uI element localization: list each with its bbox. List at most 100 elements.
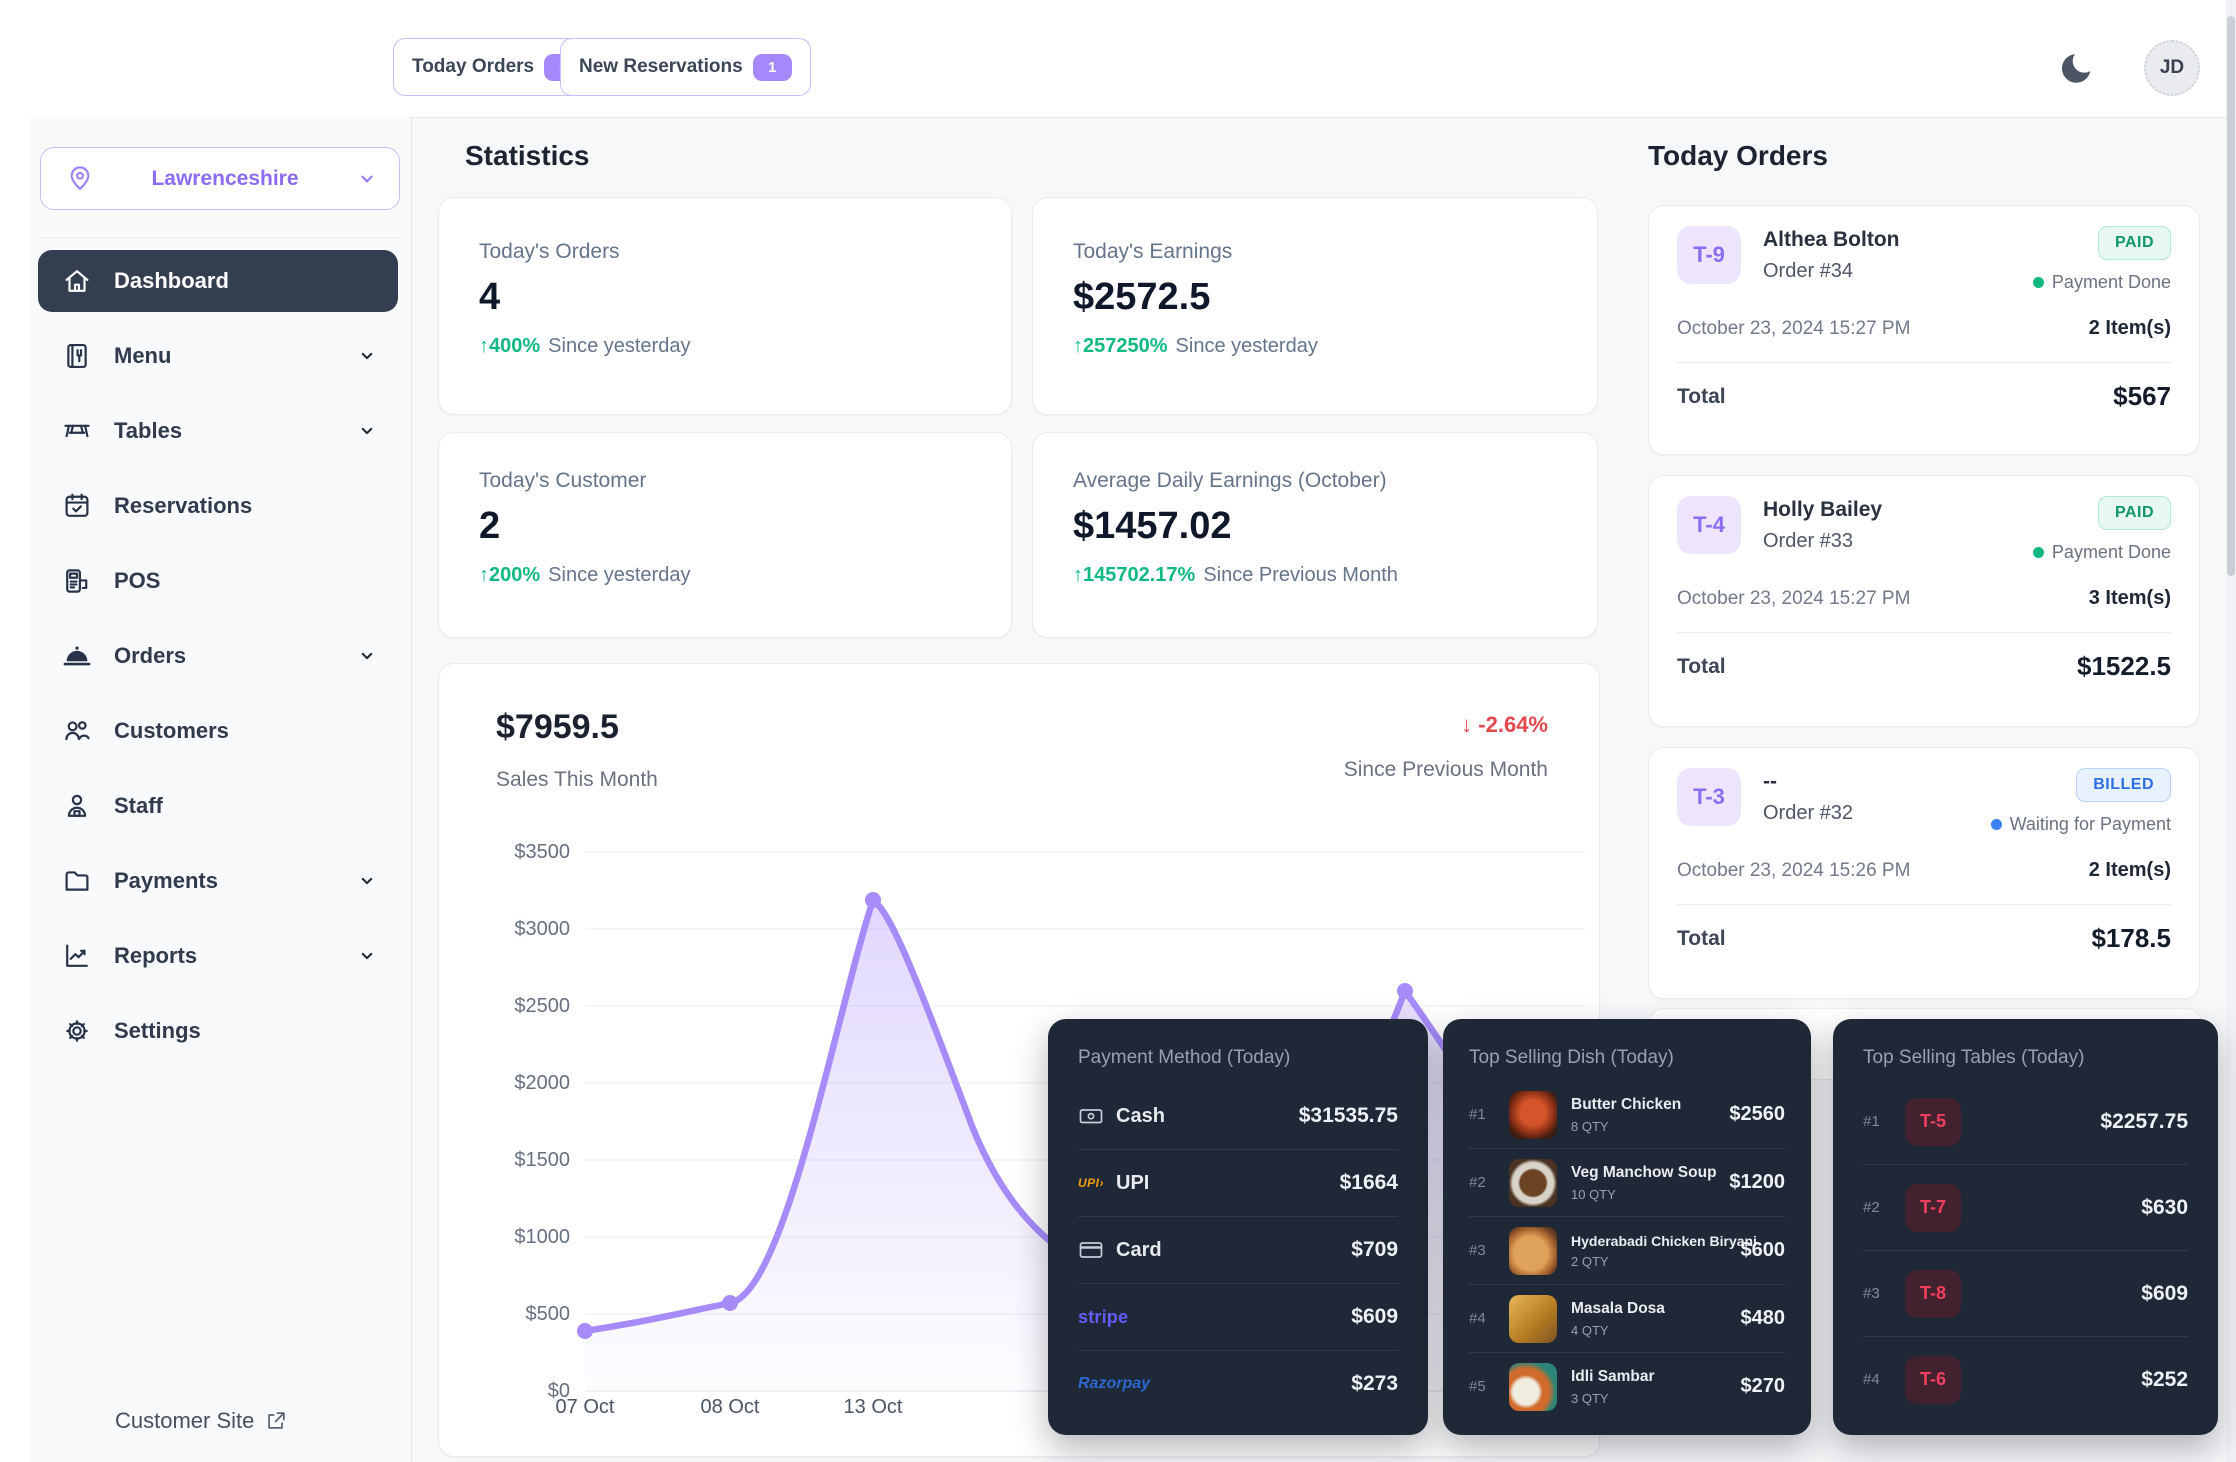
- sidebar-item-customers[interactable]: Customers: [38, 700, 398, 762]
- dish-rank: #2: [1469, 1174, 1486, 1191]
- dish-image: [1509, 1294, 1557, 1343]
- sidebar-item-reports[interactable]: Reports: [38, 925, 398, 987]
- status-badge: PAID: [2097, 226, 2171, 260]
- customer-name: Althea Bolton: [1763, 228, 1900, 251]
- total-label: Total: [1677, 654, 1726, 678]
- sidebar-item-pos[interactable]: POS: [38, 550, 398, 612]
- payment-row: stripe $609: [1078, 1283, 1398, 1350]
- table-chip: T-3: [1677, 768, 1741, 826]
- stat-value: $2572.5: [1073, 276, 1211, 318]
- new-reservations-button[interactable]: New Reservations 1: [560, 38, 811, 96]
- sidebar-item-settings[interactable]: Settings: [38, 1000, 398, 1062]
- location-selector[interactable]: Lawrenceshire: [40, 147, 400, 210]
- dark-mode-toggle[interactable]: [2058, 48, 2098, 88]
- customer-site-label: Customer Site: [115, 1408, 255, 1433]
- chevron-down-icon: [361, 427, 373, 435]
- sales-data-points: [577, 892, 1413, 1339]
- table-chip: T-8: [1905, 1269, 1961, 1318]
- sidebar-item-staff[interactable]: Staff: [38, 775, 398, 837]
- dish-qty: 10 QTY: [1571, 1186, 1616, 1202]
- table-chip: T-9: [1677, 226, 1741, 284]
- payment-amount: $273: [1351, 1372, 1398, 1395]
- dish-amount: $270: [1740, 1375, 1786, 1397]
- table-row: #4 T-6 $252: [1863, 1336, 2188, 1422]
- customer-site-link[interactable]: Customer Site: [115, 1408, 288, 1434]
- y-axis-tick: $2000: [514, 1072, 570, 1094]
- order-card[interactable]: T-4 Holly Bailey Order #33 PAID Payment …: [1648, 475, 2200, 727]
- stat-label: Today's Orders: [479, 240, 620, 263]
- dish-panel-title: Top Selling Dish (Today): [1469, 1047, 1674, 1068]
- dish-rank: #4: [1469, 1310, 1486, 1327]
- razorpay-logo: Razorpay: [1078, 1375, 1151, 1392]
- today-orders-heading: Today Orders: [1648, 140, 1828, 171]
- payment-status: Payment Done: [2032, 272, 2171, 293]
- table-row: #1 T-5 $2257.75: [1863, 1079, 2188, 1164]
- order-datetime: October 23, 2024 15:27 PM: [1677, 317, 1911, 339]
- dish-amount: $1200: [1729, 1171, 1785, 1193]
- payment-panel-title: Payment Method (Today): [1078, 1047, 1291, 1068]
- sales-subtitle: Sales This Month: [496, 768, 658, 791]
- dish-image: [1509, 1158, 1557, 1207]
- calendar-check-icon: [65, 493, 89, 517]
- sidebar-item-orders[interactable]: Orders: [38, 625, 398, 687]
- top-selling-tables-panel: Top Selling Tables (Today) #1 T-5 $2257.…: [1833, 1019, 2218, 1435]
- sidebar-item-dashboard[interactable]: Dashboard: [38, 250, 398, 312]
- scrollbar-track[interactable]: [2226, 0, 2236, 1462]
- dish-amount: $2560: [1729, 1103, 1785, 1125]
- dish-name: Hyderabadi Chicken Biryani: [1571, 1232, 1757, 1249]
- scrollbar-thumb[interactable]: [2227, 16, 2235, 576]
- sidebar-item-tables[interactable]: Tables: [38, 400, 398, 462]
- menu-book-icon: [67, 343, 87, 369]
- sidebar-item-menu[interactable]: Menu: [38, 325, 398, 387]
- status-badge: PAID: [2097, 496, 2171, 530]
- cloche-icon: [63, 646, 91, 666]
- sidebar: Lawrenceshire Dashboard: [30, 117, 412, 1462]
- total-label: Total: [1677, 384, 1726, 408]
- x-axis-tick: 13 Oct: [843, 1396, 903, 1418]
- table-chip: T-5: [1905, 1097, 1961, 1146]
- table-rank: #1: [1863, 1113, 1880, 1130]
- status-badge: BILLED: [2076, 768, 2171, 802]
- stat-label: Today's Earnings: [1073, 240, 1233, 263]
- today-orders-button-label: Today Orders: [412, 56, 535, 77]
- order-card[interactable]: T-3 -- Order #32 BILLED Waiting for Paym…: [1648, 747, 2200, 999]
- pos-terminal-icon: [66, 569, 88, 593]
- avatar[interactable]: JD: [2144, 40, 2200, 96]
- customer-name: --: [1763, 770, 1777, 793]
- status-dot: [1990, 819, 2002, 830]
- dish-name: Butter Chicken: [1571, 1095, 1682, 1113]
- stat-card-average-daily-earnings: Average Daily Earnings (October) $1457.0…: [1032, 432, 1598, 638]
- order-datetime: October 23, 2024 15:27 PM: [1677, 587, 1911, 609]
- dish-name: Veg Manchow Soup: [1571, 1163, 1717, 1181]
- table-amount: $609: [2141, 1281, 2188, 1305]
- sales-total: $7959.5: [496, 708, 619, 746]
- dish-row: #2 Veg Manchow Soup 10 QTY $1200: [1469, 1148, 1785, 1216]
- total-label: Total: [1677, 926, 1726, 950]
- y-axis-tick: $500: [525, 1303, 571, 1325]
- order-items-count: 2 Item(s): [2088, 859, 2171, 881]
- sidebar-item-reservations[interactable]: Reservations: [38, 475, 398, 537]
- sidebar-item-payments[interactable]: Payments: [38, 850, 398, 912]
- payment-row: UPI› UPI $1664: [1078, 1149, 1398, 1216]
- dish-rank: #5: [1469, 1378, 1486, 1395]
- dish-amount: $480: [1740, 1307, 1786, 1329]
- dish-qty: 4 QTY: [1571, 1322, 1609, 1338]
- order-card[interactable]: T-9 Althea Bolton Order #34 PAID Payment…: [1648, 205, 2200, 455]
- dish-qty: 2 QTY: [1571, 1253, 1609, 1269]
- order-items-count: 2 Item(s): [2088, 317, 2171, 339]
- upi-logo: UPI›: [1078, 1176, 1104, 1190]
- dish-image: [1509, 1362, 1557, 1411]
- stat-label: Average Daily Earnings (October): [1073, 469, 1387, 492]
- chevron-down-icon: [361, 652, 373, 660]
- statistics-heading: Statistics: [465, 140, 590, 171]
- chevron-down-icon: [361, 175, 373, 182]
- stat-card-todays-orders: Today's Orders 4 ↑400% Since yesterday: [438, 197, 1012, 415]
- total-value: $178.5: [2091, 923, 2171, 953]
- y-axis-tick: $3000: [514, 918, 570, 940]
- cash-icon: [1079, 1109, 1103, 1124]
- stat-card-todays-customer: Today's Customer 2 ↑200% Since yesterday: [438, 432, 1012, 638]
- stat-delta: ↑145702.17% Since Previous Month: [1073, 564, 1398, 586]
- payment-amount: $709: [1351, 1238, 1398, 1261]
- stat-label: Today's Customer: [479, 469, 647, 492]
